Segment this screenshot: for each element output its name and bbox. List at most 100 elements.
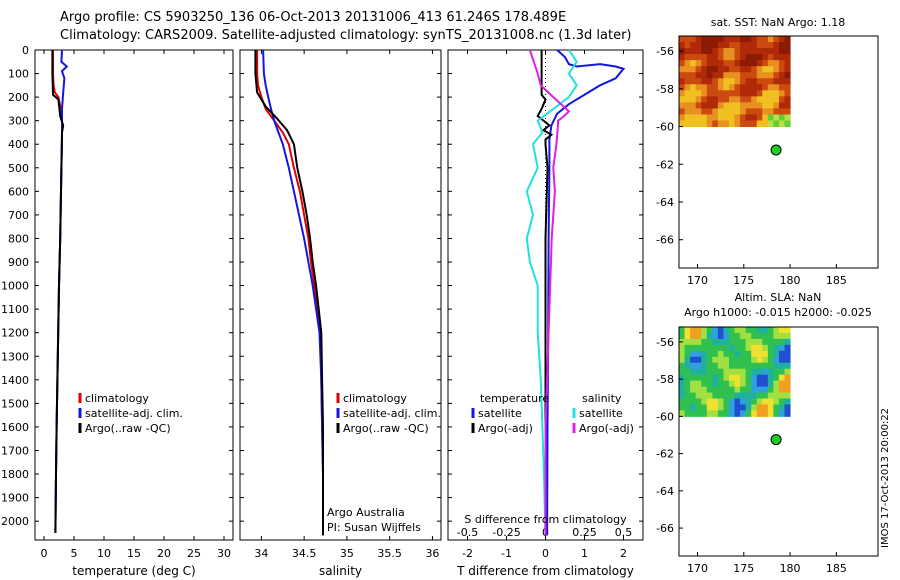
sst_map-heatmap-cell xyxy=(784,72,791,79)
sst_map-heatmap-cell xyxy=(690,54,697,61)
sla_map-heatmap-cell xyxy=(695,350,702,358)
salinity-xtick-label: 35 xyxy=(340,547,354,560)
sla_map-heatmap-cell xyxy=(784,327,791,334)
sst_map-heatmap-cell xyxy=(728,60,736,67)
sst_map-heatmap-cell xyxy=(701,54,708,61)
sst_map-heatmap-cell xyxy=(756,66,763,73)
sla_map-heatmap-cell xyxy=(778,344,786,352)
sla_map-heatmap-cell xyxy=(773,404,780,411)
sla_map-heatmap-cell xyxy=(712,350,719,358)
sla_map-heatmap-cell xyxy=(690,404,697,411)
sla_map-heatmap-cell xyxy=(717,398,724,405)
sst_map-heatmap-cell xyxy=(784,48,791,55)
sla_map-heatmap-cell xyxy=(723,332,730,340)
sla_map-heatmap-cell xyxy=(734,338,741,346)
sla_map-heatmap-cell xyxy=(756,332,763,340)
sla_map-heatmap-cell xyxy=(695,410,702,417)
sla_map-heatmap-cell xyxy=(756,356,763,364)
sst_map-ytick-label: -64 xyxy=(656,196,674,209)
sst_map-heatmap-cell xyxy=(695,120,702,128)
sla_map-heatmap-cell xyxy=(728,368,736,376)
sst_map-heatmap-cell xyxy=(701,108,708,115)
sst_map-heatmap-cell xyxy=(756,102,763,109)
sst_map-heatmap-cell xyxy=(717,78,724,85)
sla_map-heatmap-cell xyxy=(762,350,769,358)
sst_map-heatmap-cell xyxy=(745,96,752,103)
depth-tick-label: 1600 xyxy=(1,421,29,434)
sla_map-heatmap-cell xyxy=(728,356,736,364)
sst_map-xtick-label: 170 xyxy=(687,274,708,287)
temperature-xtick-label: 25 xyxy=(187,547,201,560)
sst_map-heatmap-cell xyxy=(723,90,730,97)
sst_map-heatmap-cell xyxy=(745,78,752,85)
sla_map-heatmap-cell xyxy=(684,368,691,376)
sst_map-heatmap-cell xyxy=(712,114,719,122)
sst_map-heatmap-cell xyxy=(695,42,702,49)
sla_map-heatmap-cell xyxy=(679,332,686,340)
sst_map-heatmap-cell xyxy=(745,36,752,43)
sla_map-ytick-label: -58 xyxy=(656,373,674,386)
sst_map-heatmap-cell xyxy=(767,36,774,43)
sla_map-heatmap-cell xyxy=(762,327,769,334)
sla_map-heatmap-cell xyxy=(734,392,741,399)
sst_map-heatmap-cell xyxy=(784,78,791,85)
sst_map-heatmap-cell xyxy=(684,78,691,85)
temperature-series-line xyxy=(51,50,65,533)
sst_map-heatmap-cell xyxy=(712,42,719,49)
sst_map-heatmap-cell xyxy=(712,102,719,109)
sla_map-heatmap-cell xyxy=(712,392,719,399)
sst_map-heatmap-cell xyxy=(679,60,686,67)
sst_map-heatmap-cell xyxy=(773,102,780,109)
sla_map-heatmap-cell xyxy=(679,380,686,388)
sst_map-ytick-label: -60 xyxy=(656,121,674,134)
sst_map-heatmap-cell xyxy=(751,36,758,43)
sst_map-heatmap-cell xyxy=(728,66,736,73)
sla_map-heatmap-cell xyxy=(778,356,786,364)
sst_map-heatmap-cell xyxy=(706,36,713,43)
sst_map-heatmap-cell xyxy=(690,78,697,85)
temperature-axes xyxy=(34,49,234,541)
sst_map-heatmap-cell xyxy=(778,96,786,103)
sst_map-heatmap-cell xyxy=(756,96,763,103)
sst_map-heatmap-cell xyxy=(690,48,697,55)
sla_map-heatmap-cell xyxy=(751,332,758,340)
sla_map-heatmap-cell xyxy=(745,332,752,340)
sla_map-heatmap-cell xyxy=(762,410,769,417)
sst_map-heatmap-cell xyxy=(695,114,702,122)
sla_map-heatmap-cell xyxy=(706,392,713,399)
sla_map-heatmap-cell xyxy=(784,350,791,358)
sst_map-heatmap-cell xyxy=(734,102,741,109)
sst_map-heatmap-cell xyxy=(728,120,736,128)
salinity-xtick-label: 34 xyxy=(254,547,268,560)
sla_map-heatmap-cell xyxy=(701,332,708,340)
sst_map-axes xyxy=(678,35,879,269)
sla_map-heatmap-cell xyxy=(762,386,769,394)
depth-tick-label: 500 xyxy=(8,162,29,175)
sst_map-heatmap-cell xyxy=(712,36,719,43)
sla_map-heatmap-cell xyxy=(778,368,786,376)
sla_map-heatmap-cell xyxy=(784,374,791,382)
salinity-axes xyxy=(239,49,442,541)
sla_map-heatmap-cell xyxy=(723,344,730,352)
sla-map-subtitle: Argo h1000: -0.015 h2000: -0.025 xyxy=(684,306,872,319)
sla_map-heatmap-cell xyxy=(784,368,791,376)
sst_map-heatmap-cell xyxy=(684,48,691,55)
depth-tick-label: 100 xyxy=(8,68,29,81)
sst_map-heatmap-cell xyxy=(751,42,758,49)
sst_map-heatmap-cell xyxy=(740,78,747,85)
sla_map-heatmap-cell xyxy=(728,398,736,405)
sst_map-heatmap-cell xyxy=(756,78,763,85)
sst_map-heatmap-cell xyxy=(717,66,724,73)
sst_map-heatmap-cell xyxy=(690,84,697,91)
sst_map-heatmap-cell xyxy=(767,102,774,109)
depth-tick-label: 800 xyxy=(8,232,29,245)
sst_map-heatmap-cell xyxy=(773,84,780,91)
sst_map-heatmap-cell xyxy=(701,84,708,91)
sst_map-heatmap-cell xyxy=(679,54,686,61)
sst_map-heatmap-cell xyxy=(679,102,686,109)
sla_map-heatmap-cell xyxy=(717,338,724,346)
difference-series-line xyxy=(546,49,626,536)
sst_map-heatmap-cell xyxy=(778,120,786,128)
sla_map-heatmap-cell xyxy=(684,374,691,382)
sst_map-heatmap-cell xyxy=(762,102,769,109)
